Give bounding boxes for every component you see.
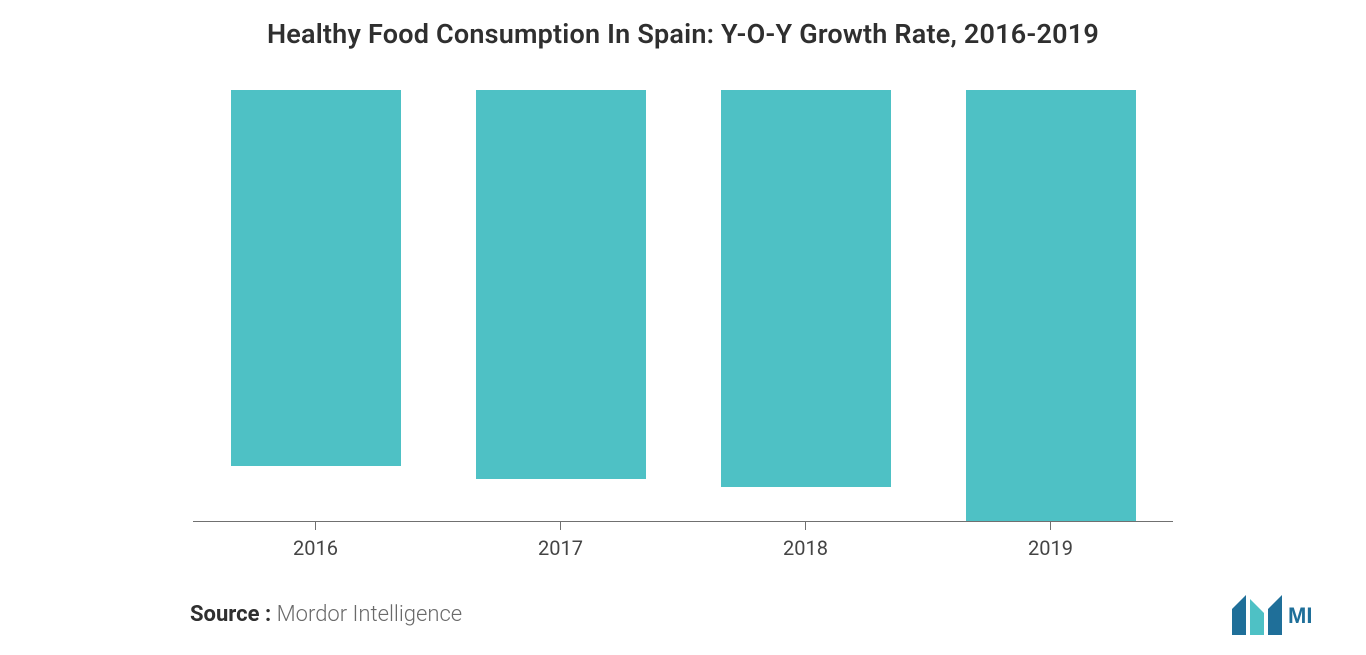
plot-area: [193, 90, 1173, 522]
bar-2018: [721, 90, 891, 487]
x-label: 2016: [193, 536, 438, 560]
x-tick: [805, 521, 806, 530]
chart-container: Healthy Food Consumption In Spain: Y-O-Y…: [0, 0, 1366, 655]
x-tick: [560, 521, 561, 530]
bar-slot-1: [438, 90, 683, 521]
chart-title: Healthy Food Consumption In Spain: Y-O-Y…: [0, 18, 1366, 50]
x-label: 2017: [438, 536, 683, 560]
x-label: 2018: [683, 536, 928, 560]
bar-slot-0: [193, 90, 438, 521]
mordor-logo-icon: MI: [1232, 589, 1318, 635]
bar-2016: [231, 90, 401, 466]
x-tick: [1050, 521, 1051, 530]
source-footer: Source : Mordor Intelligence: [190, 602, 462, 627]
source-value: Mordor Intelligence: [277, 602, 463, 627]
bar-slot-2: [683, 90, 928, 521]
bar-slot-3: [928, 90, 1173, 521]
x-tick: [315, 521, 316, 530]
logo-bars: [1232, 595, 1282, 635]
bar-2019: [966, 90, 1136, 521]
x-label: 2019: [928, 536, 1173, 560]
svg-text:MI: MI: [1288, 603, 1312, 628]
bar-2017: [476, 90, 646, 479]
source-label: Source :: [190, 602, 271, 627]
x-axis-labels: 2016 2017 2018 2019: [193, 536, 1173, 560]
bars-group: [193, 90, 1173, 521]
